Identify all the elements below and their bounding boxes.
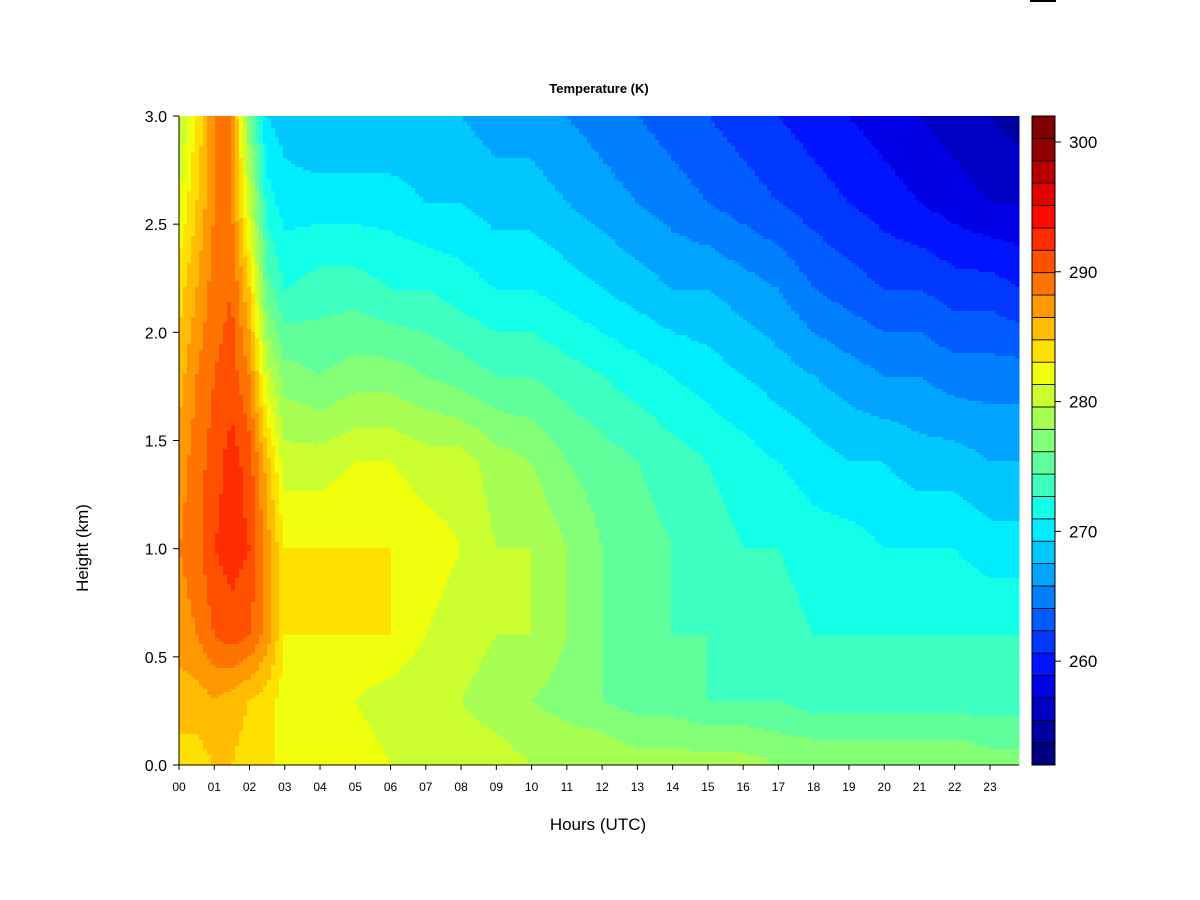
chart-title: Temperature (K) — [549, 81, 648, 96]
heatmap-area — [179, 116, 1020, 766]
corner-mark — [1030, 0, 1056, 2]
